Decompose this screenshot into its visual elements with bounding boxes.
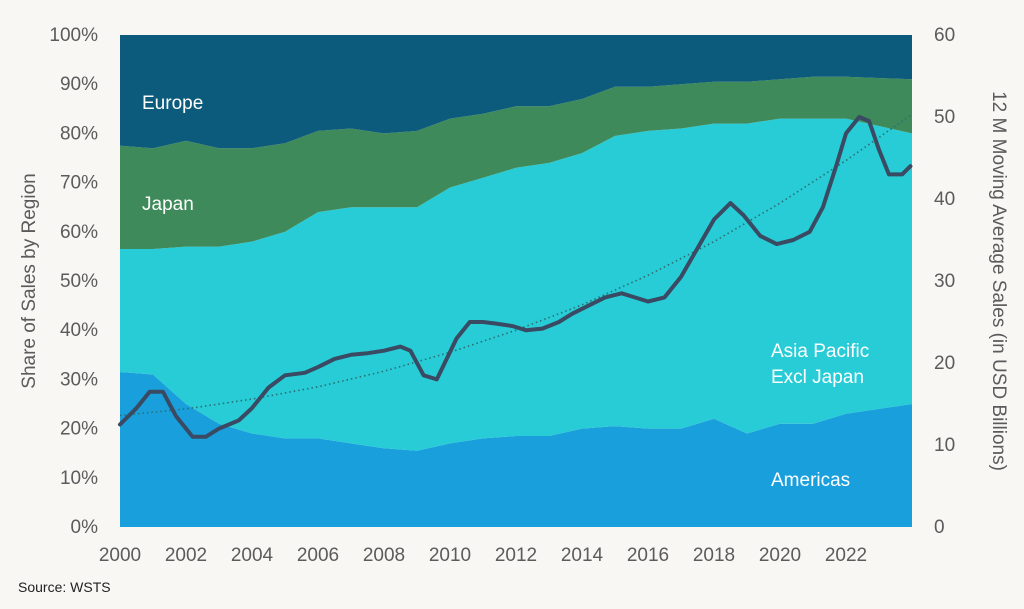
left-tick-label: 100%: [49, 25, 98, 46]
right-axis-title: 12 M Moving Average Sales (in USD Billio…: [988, 91, 1009, 471]
right-tick-label: 40: [934, 189, 955, 210]
label-asia-pacific-line2: Excl Japan: [771, 367, 864, 388]
x-tick-label: 2000: [99, 545, 141, 566]
right-tick-label: 30: [934, 271, 955, 292]
area-japan: [120, 76, 912, 249]
left-tick-label: 80%: [60, 123, 98, 144]
x-tick-label: 2016: [627, 545, 669, 566]
x-tick-label: 2022: [825, 545, 867, 566]
left-tick-label: 0%: [71, 517, 99, 538]
left-tick-label: 50%: [60, 271, 98, 292]
x-tick-label: 2002: [165, 545, 207, 566]
left-tick-label: 30%: [60, 369, 98, 390]
label-japan: Japan: [142, 194, 194, 215]
source-note: Source: WSTS: [18, 579, 111, 595]
trend-line: [119, 114, 911, 417]
area-americas: [120, 372, 912, 527]
left-axis-title: Share of Sales by Region: [19, 173, 40, 388]
right-tick-label: 20: [934, 353, 955, 374]
label-americas: Americas: [771, 470, 850, 491]
sales-line: [118, 115, 913, 439]
area-layers: [120, 35, 912, 527]
right-tick-label: 0: [934, 517, 945, 538]
label-europe: Europe: [142, 93, 203, 114]
x-tick-label: 2006: [297, 545, 339, 566]
area-europe: [120, 35, 912, 149]
x-tick-label: 2012: [495, 545, 537, 566]
left-axis-ticks: 0% 10% 20% 30% 40% 50% 60% 70% 80% 90% 100%: [49, 25, 98, 538]
x-tick-label: 2018: [693, 545, 735, 566]
right-tick-label: 50: [934, 107, 955, 128]
left-tick-label: 70%: [60, 173, 98, 194]
right-tick-label: 10: [934, 435, 955, 456]
left-tick-label: 10%: [60, 468, 98, 489]
right-axis-ticks: 0 10 20 30 40 50 60: [934, 25, 955, 538]
left-tick-label: 40%: [60, 320, 98, 341]
left-tick-label: 90%: [60, 74, 98, 95]
x-tick-label: 2014: [561, 545, 604, 566]
x-tick-label: 2008: [363, 545, 405, 566]
right-tick-label: 60: [934, 25, 955, 46]
x-tick-label: 2010: [429, 545, 471, 566]
x-axis-ticks: 2000 2002 2004 2006 2008 2010 2012 2014 2016 2018…: [99, 545, 867, 566]
x-tick-label: 2004: [231, 545, 274, 566]
label-asia-pacific-line1: Asia Pacific: [771, 341, 869, 362]
left-tick-label: 60%: [60, 222, 98, 243]
left-tick-label: 20%: [60, 419, 98, 440]
x-tick-label: 2020: [759, 545, 801, 566]
